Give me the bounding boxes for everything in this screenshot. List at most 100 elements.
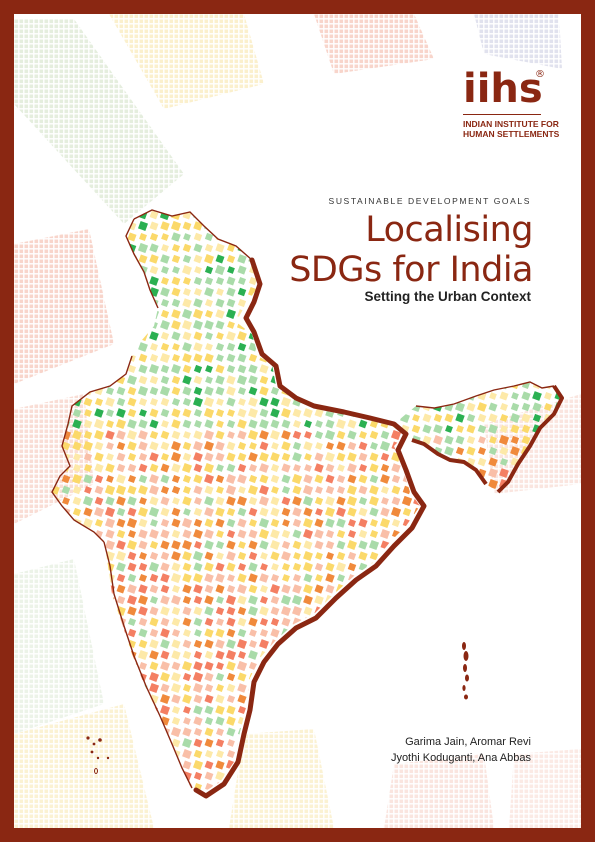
- map-tile: [391, 331, 401, 341]
- map-tile: [281, 463, 291, 473]
- map-tile: [403, 717, 411, 725]
- map-tile: [149, 782, 159, 792]
- map-tile: [215, 441, 225, 451]
- map-tile: [314, 529, 324, 539]
- map-tile: [336, 683, 346, 693]
- map-tile: [149, 639, 159, 649]
- map-tile: [369, 683, 379, 693]
- map-tile: [193, 485, 203, 495]
- map-tile: [248, 562, 258, 572]
- map-tile: [314, 661, 324, 671]
- map-tile: [292, 584, 302, 594]
- map-tile: [127, 507, 137, 517]
- map-tile: [160, 529, 170, 539]
- map-tile: [40, 332, 48, 340]
- map-tile: [138, 628, 148, 638]
- map-tile: [403, 706, 411, 714]
- map-tile: [72, 496, 82, 506]
- map-tile: [60, 275, 72, 287]
- map-tile: [347, 628, 357, 638]
- map-tile: [71, 550, 83, 562]
- map-tile: [260, 211, 268, 219]
- map-tile: [73, 222, 81, 230]
- map-tile: [116, 276, 126, 286]
- map-tile: [369, 650, 379, 660]
- map-tile: [258, 517, 270, 529]
- map-tile: [303, 793, 312, 802]
- map-tile: [325, 441, 335, 451]
- map-tile: [281, 562, 291, 572]
- map-tile: [281, 485, 291, 495]
- map-tile: [270, 221, 280, 231]
- map-tile: [369, 705, 379, 715]
- map-tile: [392, 382, 399, 390]
- map-tile: [171, 232, 181, 242]
- map-tile: [336, 716, 346, 726]
- map-tile: [138, 793, 147, 802]
- map-tile: [205, 332, 213, 340]
- map-tile: [39, 199, 48, 208]
- map-tile: [304, 464, 312, 472]
- map-tile: [60, 253, 72, 265]
- map-tile: [172, 200, 181, 209]
- map-tile: [521, 413, 531, 423]
- map-tile: [270, 408, 280, 418]
- map-tile: [215, 298, 225, 308]
- map-tile: [259, 617, 269, 627]
- map-tile: [259, 573, 269, 583]
- map-tile: [281, 661, 291, 671]
- map-tile: [413, 309, 420, 319]
- map-tile: [303, 683, 313, 693]
- map-tile: [204, 672, 214, 682]
- map-tile: [52, 309, 60, 319]
- map-tile: [392, 391, 399, 401]
- map-tile: [149, 628, 159, 638]
- map-tile: [336, 617, 346, 627]
- map-tile: [422, 479, 432, 489]
- map-tile: [61, 551, 71, 561]
- map-tile: [433, 413, 443, 423]
- map-tile: [358, 331, 368, 341]
- map-tile: [347, 474, 357, 484]
- map-tile: [565, 391, 575, 401]
- map-tile: [193, 595, 203, 605]
- map-tile: [315, 574, 323, 582]
- map-tile: [281, 408, 291, 418]
- map-tile: [425, 508, 434, 517]
- map-tile: [370, 629, 378, 637]
- map-tile: [182, 727, 192, 737]
- map-tile: [128, 200, 136, 208]
- map-tile: [52, 552, 59, 560]
- map-tile: [182, 595, 192, 605]
- map-tile: [105, 771, 115, 781]
- map-tile: [259, 232, 269, 242]
- map-tile: [73, 376, 81, 384]
- map-tile: [72, 793, 82, 803]
- map-tile: [425, 783, 433, 791]
- map-tile: [411, 369, 421, 379]
- map-tile: [52, 540, 60, 550]
- map-tile: [280, 396, 292, 408]
- map-tile: [259, 749, 269, 759]
- map-tile: [347, 452, 357, 462]
- map-tile: [402, 540, 412, 550]
- map-tile: [72, 650, 82, 660]
- map-tile: [149, 727, 159, 737]
- map-tile: [194, 497, 202, 505]
- map-tile: [314, 716, 324, 726]
- map-tile: [478, 447, 486, 455]
- iihs-logo[interactable]: iihs ® INDIAN INSTITUTE FOR HUMAN SETTLE…: [463, 69, 573, 159]
- map-tile: [105, 430, 115, 440]
- map-tile: [402, 628, 412, 638]
- map-tile: [347, 540, 357, 550]
- map-tile: [402, 518, 412, 528]
- map-tile: [193, 518, 203, 528]
- map-tile: [466, 479, 476, 489]
- map-tile: [116, 705, 126, 715]
- map-tile: [324, 429, 336, 441]
- map-tile: [391, 793, 401, 803]
- map-tile: [62, 310, 70, 318]
- map-tile: [139, 233, 147, 241]
- map-tile: [215, 606, 225, 616]
- map-tile: [347, 309, 357, 319]
